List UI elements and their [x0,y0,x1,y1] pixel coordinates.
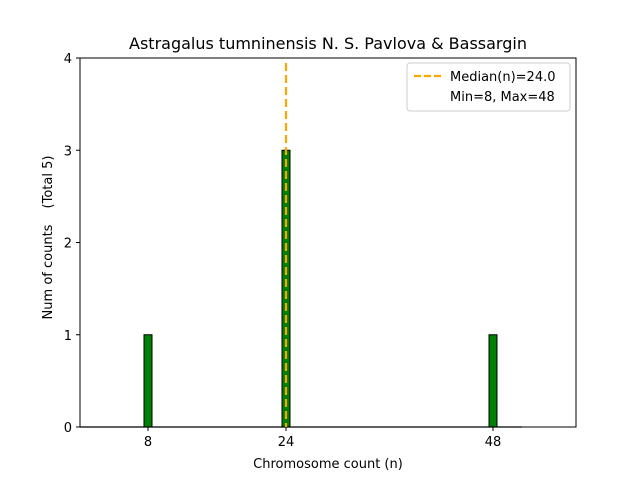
x-axis: 8 24 48 [144,427,501,450]
y-axis-total-label: (Total 5) [41,156,56,209]
y-tick-label: 0 [64,421,72,436]
x-tick-label: 48 [485,435,502,450]
y-tick-label: 4 [64,52,72,67]
bar-48 [488,334,498,428]
y-tick-label: 2 [64,237,72,252]
y-tick-label: 1 [64,329,72,344]
legend-minmax-label: Min=8, Max=48 [450,90,555,105]
x-axis-label: Chromosome count (n) [253,457,403,472]
legend-median-label: Median(n)=24.0 [450,70,556,85]
x-tick-label: 8 [144,435,152,450]
y-axis-label: Num of counts [41,224,56,319]
y-axis-label-group: Num of counts (Total 5) [41,156,56,320]
y-tick-label: 3 [64,144,72,159]
x-tick-label: 24 [278,435,295,450]
legend-box [406,62,571,112]
y-axis: 0 1 2 3 4 [64,52,80,436]
bar-8 [143,334,153,428]
bar-24 [281,149,291,428]
legend: Median(n)=24.0 Min=8, Max=48 [406,62,571,112]
plot-area [79,57,577,428]
chart-title: Astragalus tumninensis N. S. Pavlova & B… [129,34,527,53]
